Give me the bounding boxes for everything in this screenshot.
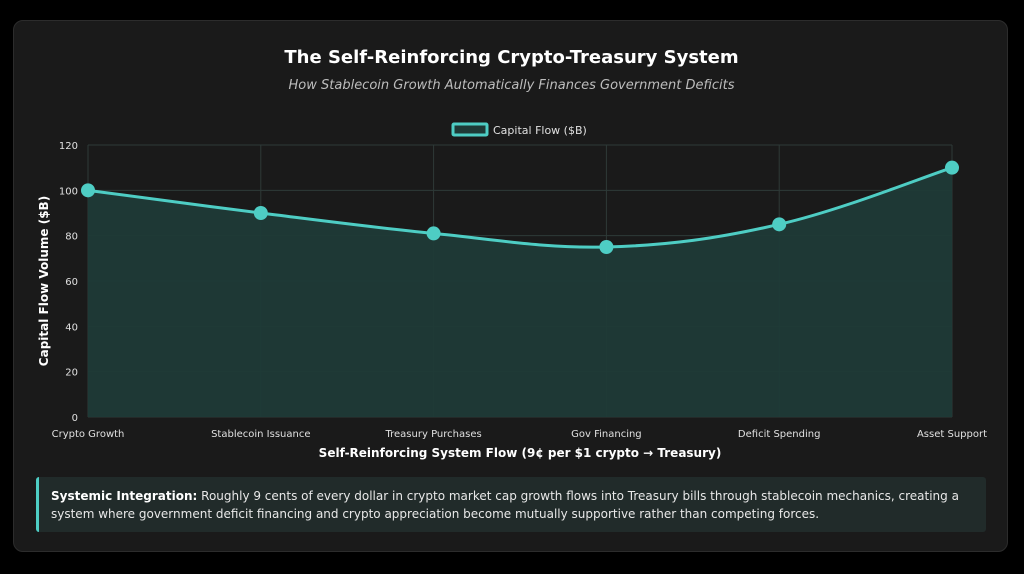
chart-card: The Self-Reinforcing Crypto-Treasury Sys… bbox=[13, 20, 1008, 552]
data-point[interactable] bbox=[945, 160, 959, 175]
x-tick-label: Deficit Spending bbox=[738, 429, 821, 440]
insight-callout: Systemic Integration: Roughly 9 cents of… bbox=[36, 477, 986, 532]
area-fill bbox=[88, 167, 952, 417]
legend-label: Capital Flow ($B) bbox=[493, 124, 587, 137]
x-axis-label: Self-Reinforcing System Flow (9¢ per $1 … bbox=[319, 446, 722, 460]
chart-subtitle: How Stablecoin Growth Automatically Fina… bbox=[288, 78, 735, 93]
y-axis-label: Capital Flow Volume ($B) bbox=[37, 196, 51, 366]
y-tick-label: 100 bbox=[59, 186, 78, 197]
y-tick-label: 40 bbox=[65, 322, 78, 333]
data-points bbox=[81, 160, 959, 254]
callout-heading: Systemic Integration: bbox=[51, 489, 198, 503]
x-tick-label: Treasury Purchases bbox=[385, 429, 482, 440]
data-point[interactable] bbox=[426, 226, 441, 241]
y-tick-label: 60 bbox=[65, 277, 78, 288]
y-tick-label: 80 bbox=[65, 232, 78, 243]
data-point[interactable] bbox=[81, 183, 95, 198]
data-point[interactable] bbox=[599, 240, 614, 254]
callout-text: Roughly 9 cents of every dollar in crypt… bbox=[51, 489, 959, 521]
x-tick-label: Crypto Growth bbox=[52, 429, 125, 440]
x-tick-labels: Crypto Growth Stablecoin Issuance Treasury… bbox=[52, 429, 987, 440]
x-tick-label: Gov Financing bbox=[571, 429, 642, 440]
y-tick-label: 20 bbox=[65, 368, 78, 379]
x-tick-label: Asset Support bbox=[917, 429, 987, 440]
x-tick-label: Stablecoin Issuance bbox=[211, 429, 310, 440]
line-chart: 0 20 40 60 80 100 120 Crypto Growth Stablecoin … bbox=[37, 122, 987, 460]
chart-title: The Self-Reinforcing Crypto-Treasury Sys… bbox=[284, 47, 739, 68]
y-tick-label: 120 bbox=[59, 141, 78, 152]
data-point[interactable] bbox=[253, 206, 268, 220]
legend[interactable]: Capital Flow ($B) bbox=[451, 122, 587, 137]
y-tick-label: 0 bbox=[72, 413, 78, 424]
data-point[interactable] bbox=[772, 217, 787, 232]
y-tick-labels: 0 20 40 60 80 100 120 bbox=[59, 141, 78, 424]
series-line bbox=[87, 166, 953, 249]
legend-swatch bbox=[451, 122, 489, 137]
